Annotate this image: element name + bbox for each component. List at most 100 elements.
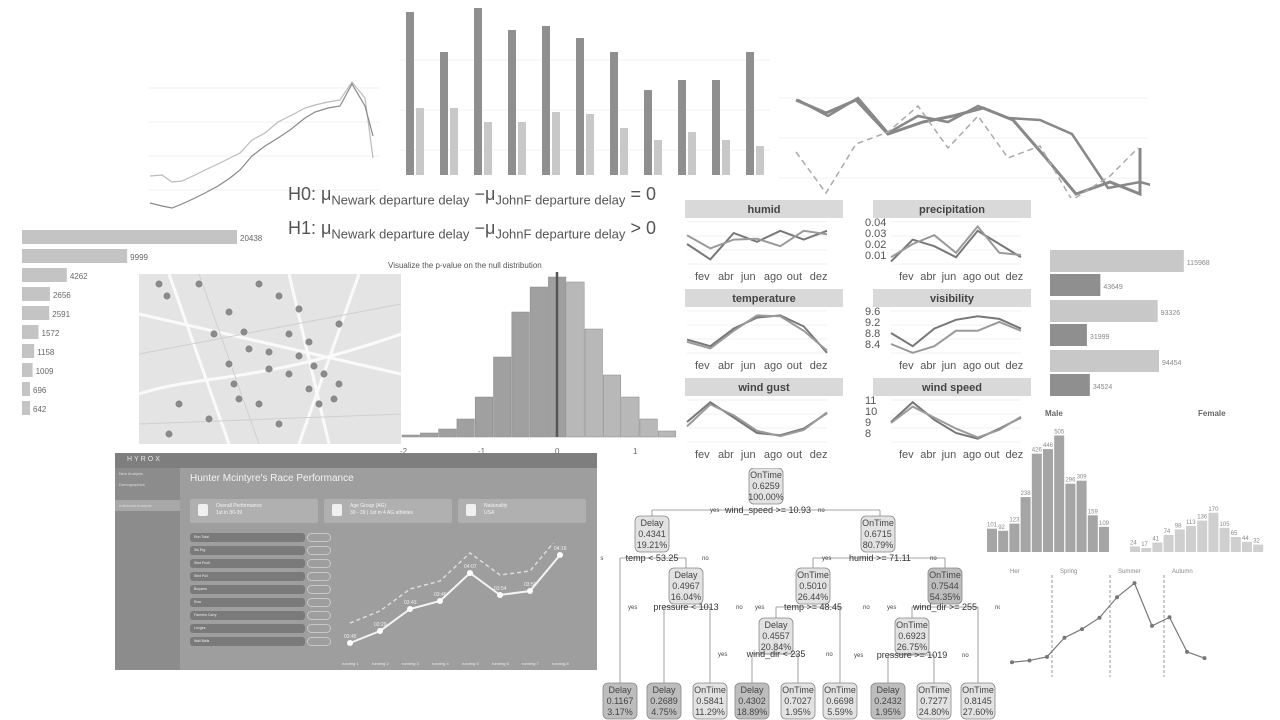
hyrox-x-label: running 4 [432, 661, 449, 666]
map-pin-icon[interactable] [224, 359, 234, 369]
season-point [1097, 615, 1102, 620]
map-pin-icon[interactable] [239, 327, 249, 337]
map-pin-icon[interactable] [194, 279, 204, 289]
hist-bar [511, 311, 530, 438]
facet-series-line [686, 400, 828, 437]
facet-series-line [686, 229, 828, 261]
sex-bar [1163, 534, 1174, 552]
hyrox-point-label: 03:29 [374, 622, 387, 628]
sex-bar-label: 32 [1253, 539, 1260, 545]
top-bar-light [654, 140, 662, 175]
tree-node [780, 682, 816, 720]
map-pin-icon[interactable] [264, 364, 274, 374]
top-bar-dark [508, 30, 516, 175]
map-pin-icon[interactable] [154, 279, 164, 289]
sex-bar [1065, 483, 1076, 552]
facet-title-sex: Female [1198, 409, 1226, 418]
sex-bar-label: 505 [1054, 429, 1065, 435]
tree-node-value: 0.4341 [638, 529, 666, 539]
facet-series-line [686, 314, 828, 352]
top-bar-light [518, 122, 526, 175]
map-pin-icon[interactable] [254, 399, 264, 409]
station-rank-pill [307, 572, 331, 581]
hyrox-main: Hunter Mcintyre's Race Performance Overa… [190, 473, 589, 666]
map-pin-icon[interactable] [284, 369, 294, 379]
sex-bar-label: 44 [1242, 536, 1249, 542]
facet-xtick: out [984, 449, 999, 461]
hyrox-dashboard: HYROX New Analysis Demographics Individu… [115, 453, 597, 670]
h-bar-label: 1158 [37, 348, 55, 357]
top-bar-dark [474, 8, 482, 175]
right-bar-label: 94454 [1162, 360, 1182, 367]
nav-demographics[interactable]: Demographics [119, 482, 145, 487]
top-bar-dark [406, 12, 414, 175]
h-bar-label: 9999 [130, 253, 148, 262]
sex-bar-label: 170 [1208, 507, 1219, 513]
map-pin-icon[interactable] [334, 379, 344, 389]
top-bar-dark [678, 80, 686, 175]
card-nationality: Nationality USA [458, 499, 586, 523]
map-pin-icon[interactable] [224, 307, 234, 317]
map-pin-icon[interactable] [309, 361, 319, 371]
map-pin-icon[interactable] [204, 414, 214, 424]
map-pin-icon[interactable] [229, 379, 239, 389]
nav-individual-analysis[interactable]: Individual Analysis [115, 500, 180, 511]
map-pin-icon[interactable] [264, 347, 274, 357]
map-pin-icon[interactable] [284, 329, 294, 339]
map-pin-icon[interactable] [174, 399, 184, 409]
map-pin-icon[interactable] [234, 394, 244, 404]
sex-bar-label: 65 [1231, 531, 1238, 537]
map-panel[interactable] [139, 274, 401, 444]
h-bar-label: 1572 [42, 329, 60, 338]
tree-no-label: no [736, 605, 743, 611]
map-pin-icon[interactable] [162, 291, 172, 301]
sex-bar [1186, 525, 1196, 552]
map-pin-icon[interactable] [294, 304, 304, 314]
map-pin-icon[interactable] [274, 291, 284, 301]
sex-bar-label: 426 [1032, 448, 1043, 454]
map-pin-icon[interactable] [274, 419, 284, 429]
map-pin-icon[interactable] [314, 399, 324, 409]
tree-node [927, 567, 963, 605]
facet-title: wind speed [921, 382, 982, 394]
hyrox-point-label: 03:58 [524, 582, 537, 588]
tree-split-condition: temp < 53.25 [626, 553, 679, 563]
hyrox-x-label: running 6 [492, 661, 509, 666]
station-row: Sled Pull [190, 572, 305, 581]
station-rank-pill [307, 559, 331, 568]
map-pin-icon[interactable] [164, 429, 174, 439]
hyrox-title: Hunter Mcintyre's Race Performance [190, 473, 354, 484]
map-pin-icon[interactable] [334, 319, 344, 329]
station-rank-pill [307, 585, 331, 594]
hist-tick-1: -1 [478, 447, 486, 456]
map-pin-icon[interactable] [329, 394, 339, 404]
map-pin-icon[interactable] [254, 279, 264, 289]
map-pin-icon[interactable] [209, 329, 219, 339]
tree-node-pct: 54.35% [930, 592, 961, 602]
tree-node-pct: 11.29% [695, 707, 725, 717]
map-pin-icon[interactable] [304, 337, 314, 347]
map-pin-icon[interactable] [294, 351, 304, 361]
map-pin-icon[interactable] [319, 369, 329, 379]
facet-xtick: jun [740, 271, 756, 283]
tree-node-value: 0.5841 [696, 696, 724, 706]
season-line [1011, 582, 1205, 663]
nav-new-analysis[interactable]: New Analysis [119, 471, 143, 476]
facet-strip [873, 289, 1031, 307]
map-pin-icon[interactable] [244, 344, 254, 354]
top-bar-light [484, 122, 492, 175]
season-label: Autumn [1172, 569, 1193, 575]
tree-no-label: no [962, 653, 969, 659]
sex-bar-label: 109 [1099, 521, 1110, 527]
tree-node-pct: 19.21% [637, 540, 668, 550]
h-bar-label: 696 [33, 386, 47, 395]
tree-node-pct: 3.17% [607, 707, 633, 717]
map-pin-icon[interactable] [304, 384, 314, 394]
hyrox-point-label: 03:45 [344, 634, 357, 640]
sex-bar [1242, 541, 1252, 552]
h-bar-label: 4262 [70, 272, 88, 281]
h-bar-label: 20438 [240, 234, 263, 243]
facet-xtick: abr [718, 271, 734, 283]
facet-xtick: dez [1006, 271, 1024, 283]
sex-bar [1197, 520, 1208, 552]
